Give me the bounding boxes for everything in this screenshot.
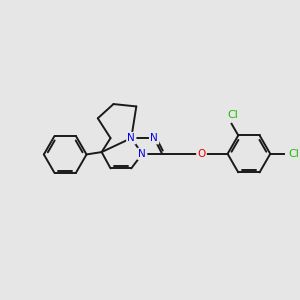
Text: N: N bbox=[138, 149, 146, 159]
Text: Cl: Cl bbox=[228, 110, 238, 120]
Text: N: N bbox=[150, 133, 158, 143]
Text: N: N bbox=[128, 133, 135, 143]
Text: Cl: Cl bbox=[288, 149, 299, 159]
Text: O: O bbox=[197, 149, 206, 159]
